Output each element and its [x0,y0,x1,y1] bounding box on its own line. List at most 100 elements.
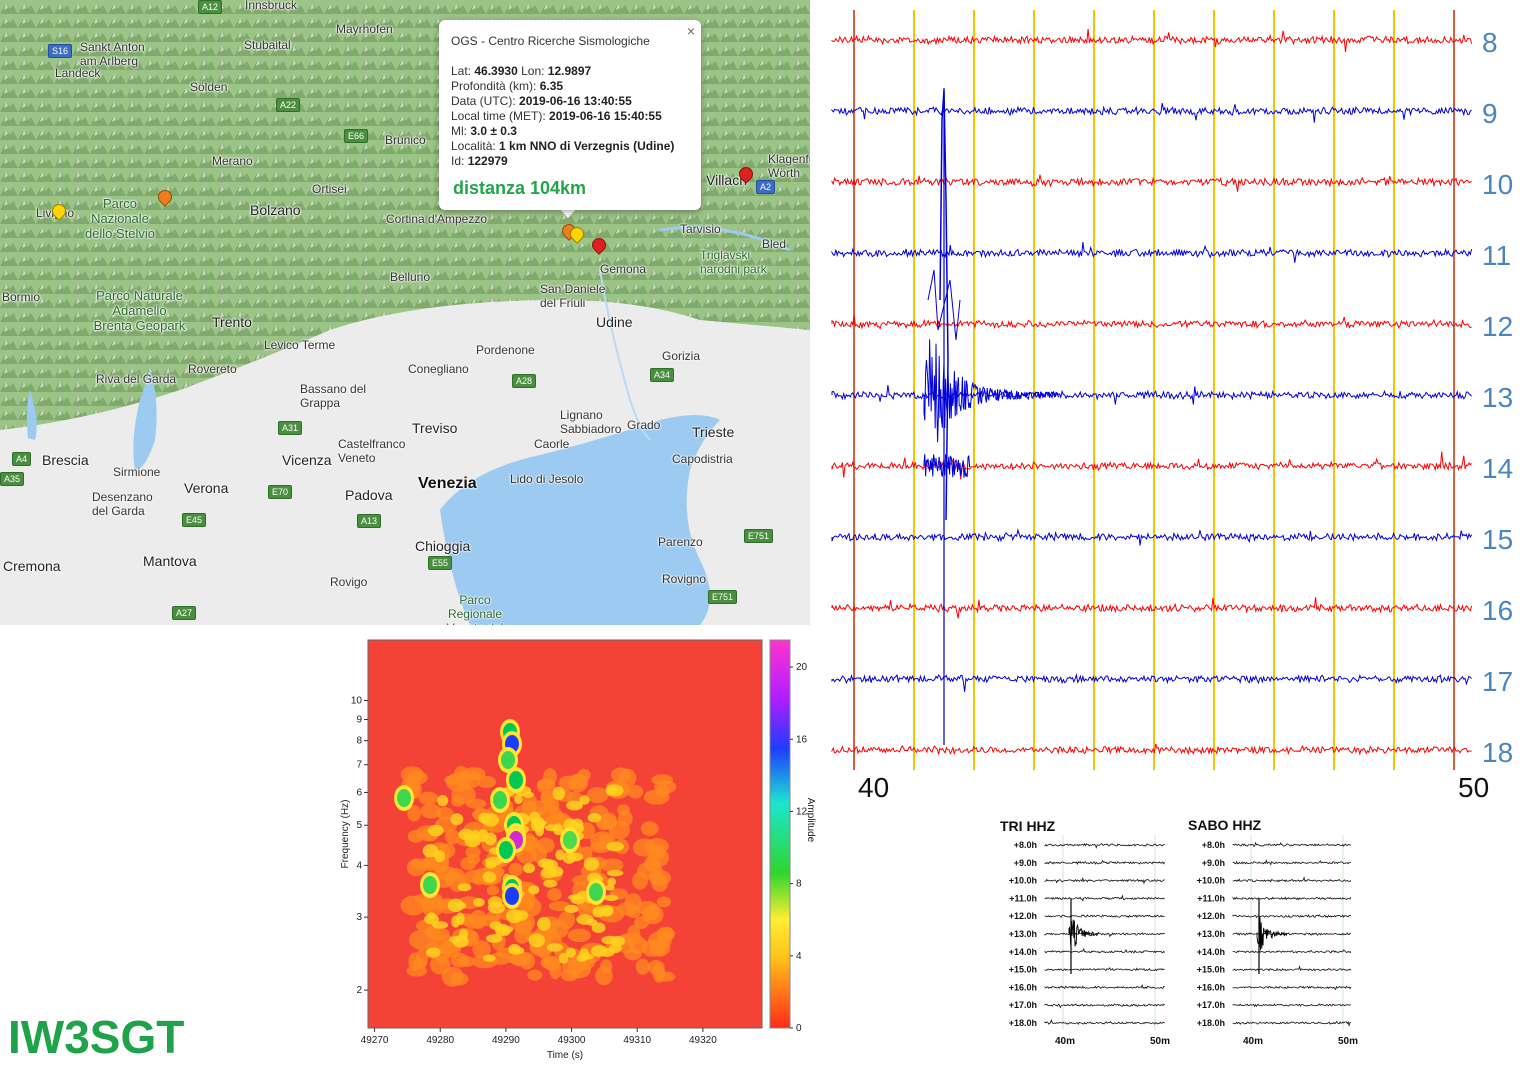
hour-trace [1044,876,1165,885]
energy-blob [472,940,491,959]
hour-offset-label: +14.0h [1197,947,1225,957]
map-city-label: Brunico [385,133,426,147]
map-city-label: Chioggia [415,538,471,554]
energy-blob [426,947,441,958]
energy-blob [455,912,465,925]
energy-blob [473,897,485,907]
distance-text: distanza 104km [453,178,587,198]
energy-blob [510,951,532,967]
hour-trace [1232,841,1351,847]
hour-trace [1232,985,1352,991]
energy-hotspot [499,841,513,859]
hour-label: 11 [1482,240,1511,271]
park-label: Parco Nazionale dello Stelvio [84,196,156,241]
road-shield: E751 [744,529,774,543]
energy-blob [421,898,436,912]
minute-label: 40m [1055,1036,1075,1047]
energy-hotspot [501,751,515,769]
hour-label: 12 [1482,311,1513,342]
energy-blob [427,824,444,837]
hour-trace [1232,914,1352,919]
small-traces: +8.0h +9.0h +10.0h +11.0h +12.0h +13.0h +14.0h… [1197,835,1358,1047]
popup-met: Local time (MET): 2019-06-16 15:40:55 [451,109,662,123]
road-shield: A35 [0,472,25,486]
road-shield: A2 [756,180,776,194]
road-shield: A13 [357,514,382,528]
energy-blob [465,846,481,859]
x-tick-label: 49320 [689,1035,717,1046]
energy-blob [508,862,523,877]
energy-blob [599,959,613,974]
minute-label: 40 [858,772,889,803]
id-label: Id: [451,154,465,168]
x-tick-label: 49270 [361,1035,389,1046]
popup-depth: Profondità (km): 6.35 [451,79,563,93]
hour-trace [1044,966,1165,972]
met-label: Local time (MET): [451,109,546,123]
energy-blob [459,770,482,781]
event-spike [939,89,949,521]
energy-blob [482,871,497,883]
energy-blob [617,810,633,827]
energy-blob [457,883,472,892]
map-city-label: Venezia [418,475,477,492]
hour-trace [831,314,1472,330]
colorbar [769,639,791,1029]
small-traces: +8.0h +9.0h +10.0h +11.0h +12.0h +13.0h +14.0h… [1009,835,1170,1047]
park-label: Triglavski narodni park [700,248,767,276]
popup-ml: Ml: 3.0 ± 0.3 [451,124,517,138]
hour-offset-label: +11.0h [1197,893,1225,903]
energy-blob [560,968,579,982]
energy-blob [603,894,619,902]
energy-hotspot [423,876,437,894]
energy-blob [514,793,523,805]
energy-blob [656,896,671,908]
energy-blob [641,939,663,957]
hour-trace [1232,896,1352,901]
energy-blob [522,791,535,798]
map-city-label: Castelfranco Veneto [338,437,406,465]
energy-blob [548,919,569,939]
y-tick-label: 8 [356,736,362,747]
energy-blob [583,857,600,871]
map-city-label: Desenzano del Garda [92,490,153,518]
spectrogram-plot: 10 9 8 7 6 5 4 3 2 49270 49280 49290 49300 49310 49320… [340,639,816,1061]
energy-blob [529,811,541,824]
energy-blob [627,785,644,799]
energy-blob [451,795,465,807]
popup-title: OGS - Centro Ricerche Sismologiche [451,34,650,48]
map-city-label: Klagenfurt Wörth [768,152,810,180]
energy-blob [450,813,464,826]
spectrogram-energy [394,719,677,987]
energy-blob [591,945,608,957]
map-city-label: Conegliano [408,362,469,376]
map-city-label: Rovigo [330,575,368,589]
hour-trace [831,174,1472,192]
road-shield: A34 [650,368,675,382]
energy-blob [606,869,624,877]
energy-blob [607,877,616,887]
energy-blob [578,902,591,918]
hour-trace [1232,1020,1351,1027]
energy-blob [426,912,436,920]
map-city-label: Bassano del Grappa [300,382,367,410]
energy-blob [444,829,460,845]
hour-offset-label: +10.0h [1009,876,1037,886]
map-city-label: Rovereto [188,362,237,376]
energy-blob [564,904,579,914]
map-city-label: Lido di Jesolo [510,472,584,486]
energy-blob [481,813,499,827]
colorbar-tick-label: 8 [796,879,802,890]
road-shield: E751 [708,590,738,604]
energy-hotspot [509,771,523,789]
close-icon[interactable]: × [686,23,695,39]
hour-trace [831,242,1473,263]
energy-blob [408,929,435,950]
road-shield: A22 [276,98,301,112]
map-city-label: Mantova [143,553,197,569]
map-city-label: Rovigno [662,572,707,586]
lat-value: 46.3930 [474,64,518,78]
energy-blob [600,904,614,917]
energy-hotspot [397,789,411,807]
colorbar-tick-label: 20 [796,662,808,673]
